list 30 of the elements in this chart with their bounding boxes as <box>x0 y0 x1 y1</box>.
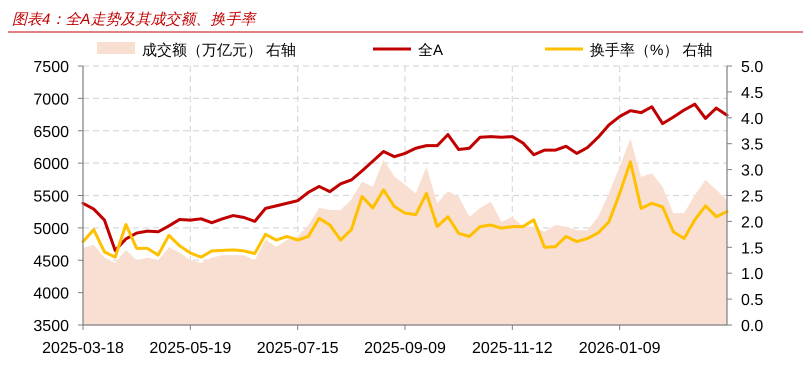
y-tick-label: 6000 <box>33 156 70 174</box>
y-tick-label: 7500 <box>33 59 70 76</box>
y2-tick-label: 0.0 <box>741 318 764 335</box>
legend-label: 全A <box>418 42 444 59</box>
y2-tick-label: 3.0 <box>741 162 764 180</box>
x-tick-label: 2025-09-09 <box>364 340 446 357</box>
y2-tick-label: 2.0 <box>741 214 764 232</box>
x-tick-label: 2025-05-19 <box>149 340 232 357</box>
y2-tick-label: 5.0 <box>741 59 764 76</box>
y-tick-label: 6500 <box>33 124 70 141</box>
y-tick-label: 4500 <box>33 253 70 270</box>
title: 图表4：全A走势及其成交额、换手率 <box>12 11 256 28</box>
y-tick-label: 7000 <box>33 91 70 108</box>
y2-tick-label: 2.5 <box>741 188 764 206</box>
y2-tick-label: 0.5 <box>741 292 764 310</box>
y2-tick-label: 4.0 <box>741 110 764 128</box>
x-tick-label: 2025-03-18 <box>42 340 124 357</box>
y-tick-label: 5000 <box>33 220 70 238</box>
legend-label: 换手率（%） 右轴 <box>590 42 713 59</box>
y-tick-label: 3500 <box>33 318 70 335</box>
x-tick-label: 2026-01-09 <box>578 340 661 357</box>
y2-tick-label: 1.5 <box>741 240 764 258</box>
x-tick-label: 2025-11-12 <box>472 340 553 357</box>
y2-tick-label: 1.0 <box>741 266 764 284</box>
y-tick-label: 4000 <box>33 286 70 303</box>
y2-tick-label: 3.5 <box>741 136 764 154</box>
y-tick-label: 5500 <box>33 188 70 206</box>
x-tick-label: 2025-07-15 <box>256 340 339 357</box>
y2-tick-label: 4.5 <box>741 84 764 102</box>
legend-label: 成交额（万亿元） 右轴 <box>142 42 296 59</box>
